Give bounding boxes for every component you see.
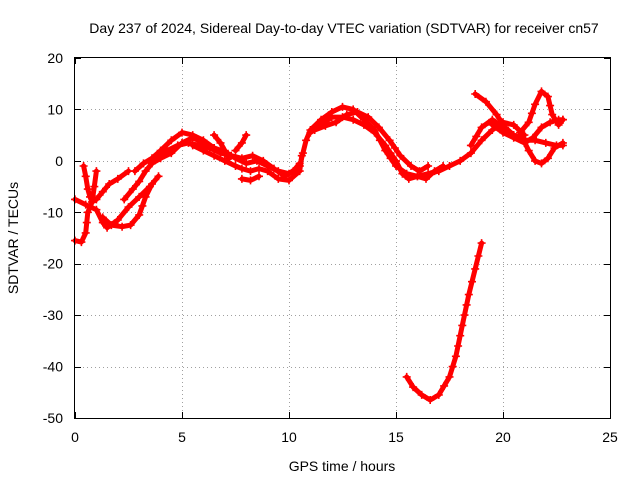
series-track-9 bbox=[210, 131, 234, 163]
x-tick-label: 10 bbox=[281, 429, 297, 445]
y-tick-label: 20 bbox=[47, 50, 63, 66]
grid-lines bbox=[75, 58, 610, 418]
plot-frame bbox=[74, 57, 611, 419]
plus-markers bbox=[188, 141, 306, 185]
plus-markers bbox=[152, 138, 304, 181]
plus-markers bbox=[310, 108, 433, 176]
x-tick-label: 20 bbox=[495, 429, 511, 445]
plus-markers bbox=[402, 239, 486, 404]
y-tick-label: -30 bbox=[43, 307, 63, 323]
y-axis-label: SDTVAR / TECUs bbox=[5, 182, 21, 294]
series-track-7 bbox=[152, 138, 304, 181]
x-tick-label: 15 bbox=[388, 429, 404, 445]
plus-markers bbox=[516, 87, 567, 137]
x-tick-label: 5 bbox=[178, 429, 186, 445]
series-track-8 bbox=[188, 141, 306, 185]
series-line bbox=[404, 240, 485, 403]
plus-markers bbox=[210, 131, 234, 163]
axis-ticks: 0 5 10 15 20 25 -50 -40 -30 -20 -10 0 10 20 bbox=[43, 50, 618, 445]
plus-markers bbox=[231, 131, 251, 155]
y-tick-label: -50 bbox=[43, 410, 63, 426]
chart-title: Day 237 of 2024, Sidereal Day-to-day VTE… bbox=[89, 20, 599, 36]
y-tick-label: -20 bbox=[43, 256, 63, 272]
series-track-2 bbox=[79, 162, 101, 206]
y-tick-label: 0 bbox=[55, 153, 63, 169]
series-track-1 bbox=[71, 167, 133, 247]
plus-markers bbox=[71, 167, 133, 247]
series-track-17 bbox=[516, 87, 567, 137]
plus-markers bbox=[237, 172, 263, 185]
plus-markers bbox=[98, 172, 163, 231]
x-tick-label: 25 bbox=[602, 429, 618, 445]
series-track-18 bbox=[488, 115, 567, 147]
x-tick-label: 0 bbox=[71, 429, 79, 445]
series-track-11 bbox=[237, 172, 263, 185]
y-tick-label: -10 bbox=[43, 204, 63, 220]
data-series bbox=[71, 87, 567, 404]
plus-markers bbox=[488, 115, 567, 147]
plus-markers bbox=[79, 162, 101, 206]
series-track-19 bbox=[402, 239, 486, 404]
series-track-10 bbox=[231, 131, 251, 155]
y-tick-label: -40 bbox=[43, 359, 63, 375]
y-tick-label: 10 bbox=[47, 101, 63, 117]
series-line bbox=[72, 168, 131, 245]
series-track-14 bbox=[310, 108, 433, 176]
series-track-4 bbox=[98, 172, 163, 231]
series-line bbox=[517, 88, 566, 136]
x-axis-label: GPS time / hours bbox=[289, 458, 396, 474]
series-line bbox=[211, 132, 232, 161]
